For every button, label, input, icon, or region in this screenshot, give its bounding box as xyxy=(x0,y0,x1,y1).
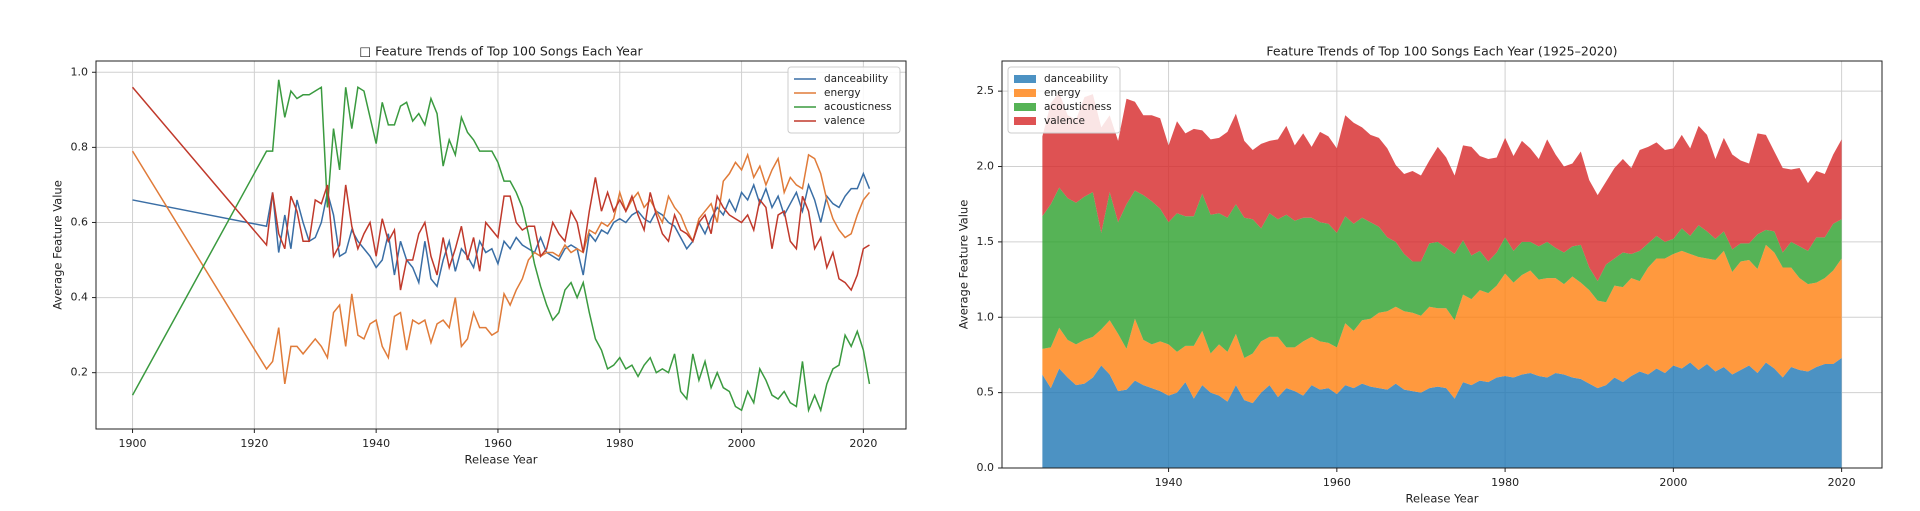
y-axis-label: Average Feature Value xyxy=(51,180,65,310)
y-axis-label: Average Feature Value xyxy=(957,200,971,330)
legend-swatch xyxy=(1014,103,1036,111)
legend-swatch xyxy=(1014,75,1036,83)
x-tick-label: 1960 xyxy=(484,437,512,450)
y-tick-label: 2.5 xyxy=(977,84,995,97)
y-tick-label: 1.0 xyxy=(977,310,995,323)
x-tick-label: 2020 xyxy=(1828,476,1856,489)
legend-label: energy xyxy=(1044,87,1081,99)
chart: 0.0 0.5 1.0 1.5 2.0 2.5 1940 1960 1980 2000 2020 Fe… xyxy=(957,44,1883,506)
y-tick-label: 1.0 xyxy=(71,65,89,78)
x-tick-label: 2020 xyxy=(849,437,877,450)
x-tick-label: 1980 xyxy=(1491,476,1519,489)
x-tick-label: 1920 xyxy=(240,437,268,450)
legend-label: acousticness xyxy=(1044,101,1112,113)
x-tick-label: 1980 xyxy=(606,437,634,450)
y-tick-label: 0.4 xyxy=(71,291,89,304)
plot-frame xyxy=(1001,60,1883,469)
legend-label: acousticness xyxy=(824,101,892,113)
legend-label: energy xyxy=(824,87,861,99)
legend-swatch xyxy=(1014,89,1036,97)
legend-swatch xyxy=(1014,117,1036,125)
plot-frame xyxy=(95,60,907,430)
x-tick-label: 1900 xyxy=(119,437,147,450)
legend-label: danceability xyxy=(824,73,888,85)
x-axis-label: Release Year xyxy=(465,453,538,467)
legend-label: valence xyxy=(1044,115,1085,127)
y-tick-label: 1.5 xyxy=(977,235,995,248)
plot-area xyxy=(96,61,906,429)
chart-title: Feature Trends of Top 100 Songs Each Yea… xyxy=(1266,44,1617,59)
x-tick-label: 1960 xyxy=(1323,476,1351,489)
area xyxy=(1042,244,1842,404)
y-tick-label: 0.2 xyxy=(71,366,89,379)
chart-title: □ Feature Trends of Top 100 Songs Each Y… xyxy=(359,44,643,59)
line xyxy=(131,150,871,385)
line xyxy=(132,171,871,288)
area xyxy=(1042,92,1842,282)
legend-box xyxy=(1007,66,1121,134)
y-tick-label: 0.5 xyxy=(977,386,995,399)
y-tick-label: 0.6 xyxy=(71,215,89,228)
y-tick-label: 2.0 xyxy=(977,160,995,173)
legend-box xyxy=(787,66,901,134)
y-tick-label: 0.0 xyxy=(977,461,995,474)
x-tick-label: 2000 xyxy=(728,437,756,450)
x-tick-label: 2000 xyxy=(1659,476,1687,489)
x-axis-label: Release Year xyxy=(1406,492,1479,506)
x-tick-label: 1940 xyxy=(362,437,390,450)
chart: 0.2 0.4 0.6 0.8 1.0 1900 1920 1940 1960 1980 2000 2… xyxy=(51,44,907,467)
legend-label: danceability xyxy=(1044,73,1108,85)
legend-label: valence xyxy=(824,115,865,127)
line xyxy=(131,86,870,292)
area xyxy=(1042,187,1842,358)
y-tick-label: 0.8 xyxy=(71,140,89,153)
area xyxy=(1042,357,1842,468)
x-tick-label: 1940 xyxy=(1155,476,1183,489)
line xyxy=(131,79,871,414)
